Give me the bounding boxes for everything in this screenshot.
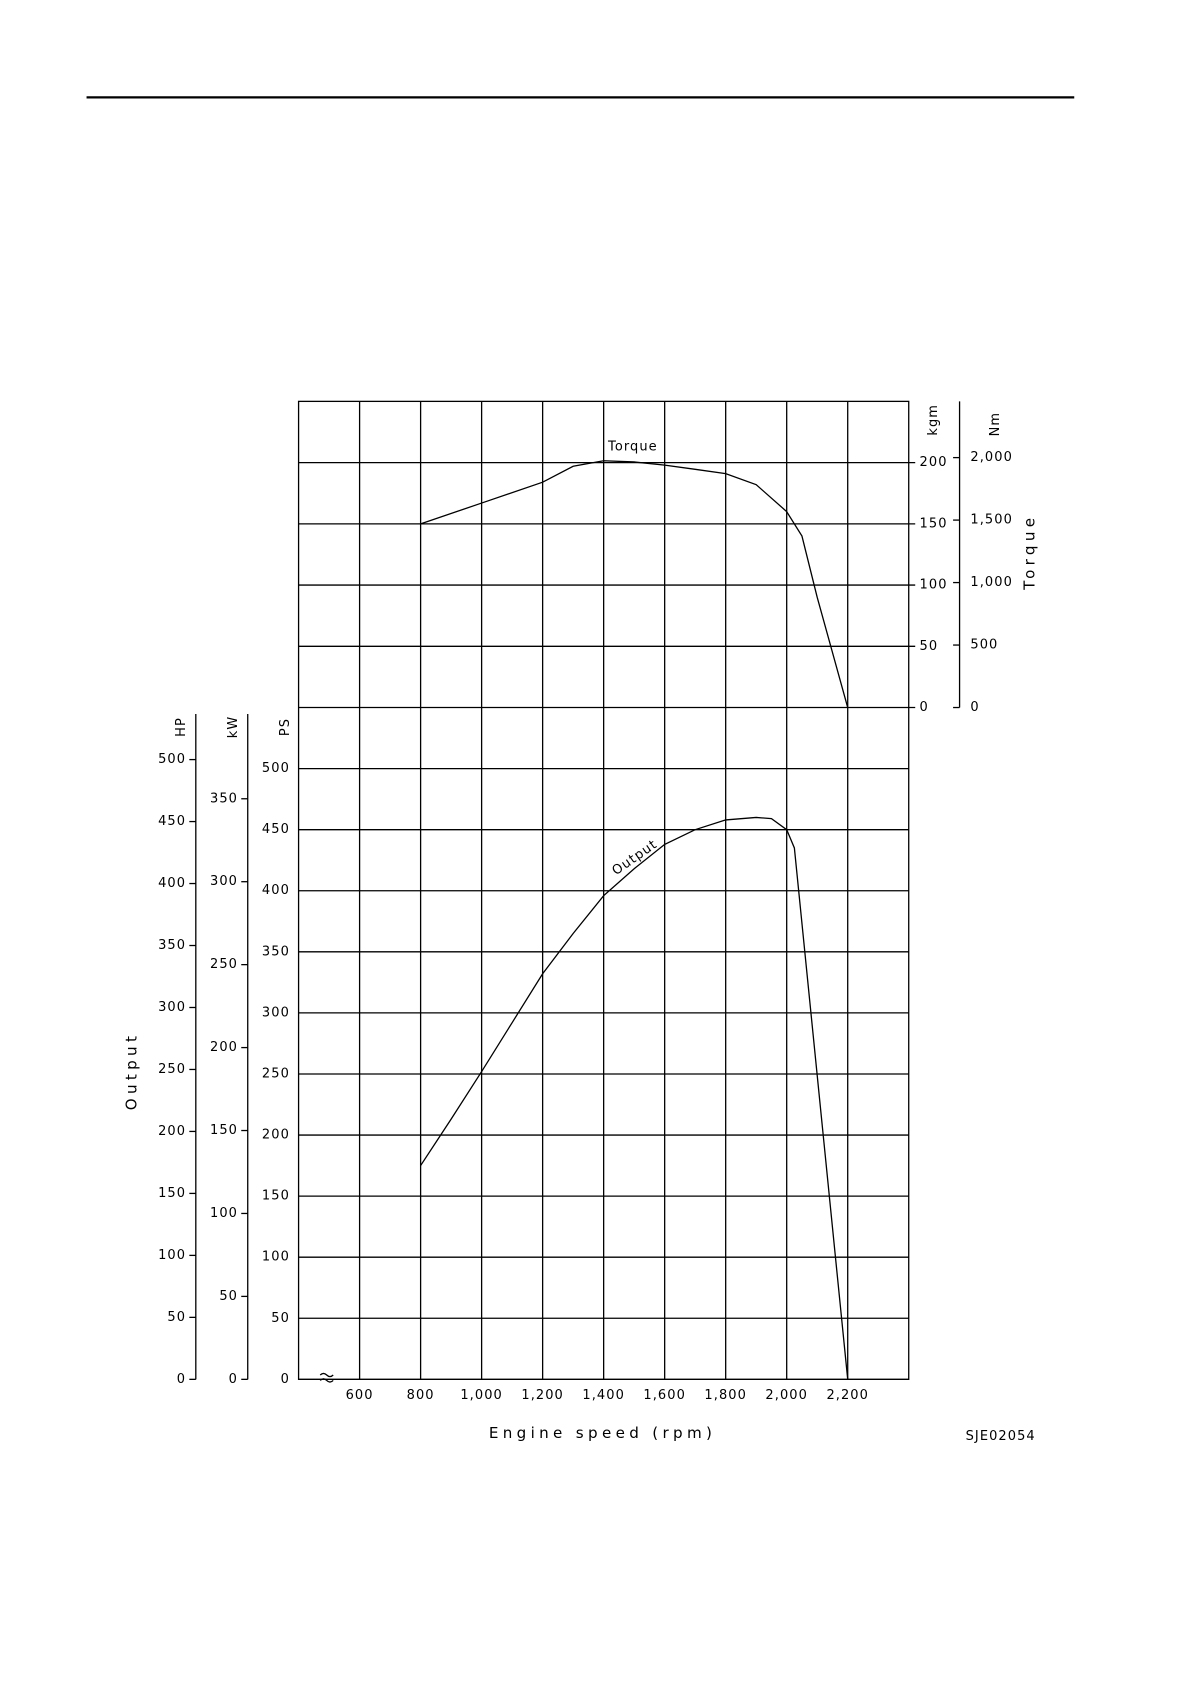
y2-tick-label: 50 xyxy=(167,1310,186,1325)
y-axis-title: Output xyxy=(122,1032,140,1111)
data-line xyxy=(420,460,849,708)
axis-unit: HP xyxy=(174,717,189,737)
y2-tick-label: 400 xyxy=(158,876,186,891)
y-tick-label: 150 xyxy=(262,1189,290,1204)
y2-tick-label: 0 xyxy=(177,1372,186,1387)
x-tick-label: 1,400 xyxy=(582,1388,625,1403)
y-tick-label: 50 xyxy=(920,639,939,654)
y-tick-label: 0 xyxy=(920,700,929,715)
x-tick-label: 1,000 xyxy=(460,1388,503,1403)
x-axis-title: Engine speed (rpm) xyxy=(489,1424,716,1442)
y3-tick-label: 200 xyxy=(210,1040,238,1055)
y2-tick-label: 300 xyxy=(158,1000,186,1015)
y-tick-label: 200 xyxy=(920,455,948,470)
y-tick-label: 350 xyxy=(262,944,290,959)
y2-tick-label: 0 xyxy=(970,700,979,715)
y-axis-title: Torque xyxy=(1020,514,1038,591)
series-label: Torque xyxy=(607,439,658,454)
y2-tick-label: 500 xyxy=(970,638,998,653)
y3-tick-label: 100 xyxy=(210,1206,238,1221)
y-tick-label: 300 xyxy=(262,1005,290,1020)
axis-unit: kgm xyxy=(926,404,941,436)
y2-tick-label: 100 xyxy=(158,1248,186,1263)
y3-tick-label: 300 xyxy=(210,874,238,889)
figure-code: SJE02054 xyxy=(966,1429,1036,1444)
x-tick-label: 2,000 xyxy=(765,1388,808,1403)
y-tick-label: 50 xyxy=(271,1311,290,1326)
y2-tick-label: 1,500 xyxy=(970,513,1013,528)
y-tick-label: 500 xyxy=(262,761,290,776)
x-tick-label: 600 xyxy=(346,1388,374,1403)
y-tick-label: 0 xyxy=(281,1372,290,1387)
y-tick-label: 400 xyxy=(262,883,290,898)
x-tick-label: 1,200 xyxy=(521,1388,564,1403)
x-tick-label: 1,800 xyxy=(704,1388,747,1403)
y-tick-label: 150 xyxy=(920,516,948,531)
y3-tick-label: 350 xyxy=(210,791,238,806)
y2-tick-label: 450 xyxy=(158,814,186,829)
axis-break xyxy=(319,1372,334,1383)
y2-tick-label: 2,000 xyxy=(970,450,1013,465)
y-tick-label: 100 xyxy=(262,1250,290,1265)
y3-tick-label: 150 xyxy=(210,1123,238,1138)
x-tick-label: 1,600 xyxy=(643,1388,686,1403)
y3-tick-label: 250 xyxy=(210,957,238,972)
axis-unit: PS xyxy=(278,718,293,736)
y3-tick-label: 0 xyxy=(229,1372,238,1387)
y-tick-label: 250 xyxy=(262,1066,290,1081)
y2-tick-label: 1,000 xyxy=(970,575,1013,590)
y-tick-label: 200 xyxy=(262,1128,290,1143)
y3-tick-label: 50 xyxy=(219,1289,238,1304)
x-tick-label: 2,200 xyxy=(826,1388,869,1403)
axis-unit: kW xyxy=(226,716,241,739)
x-tick-label: 800 xyxy=(407,1388,435,1403)
y2-tick-label: 500 xyxy=(158,752,186,767)
series-label: Output xyxy=(610,837,661,879)
y-tick-label: 450 xyxy=(262,822,290,837)
y-tick-label: 100 xyxy=(920,578,948,593)
data-line xyxy=(420,816,849,1380)
axis-unit: Nm xyxy=(988,412,1003,436)
y2-tick-label: 150 xyxy=(158,1186,186,1201)
y2-tick-label: 350 xyxy=(158,938,186,953)
y2-tick-label: 250 xyxy=(158,1062,186,1077)
y2-tick-label: 200 xyxy=(158,1124,186,1139)
